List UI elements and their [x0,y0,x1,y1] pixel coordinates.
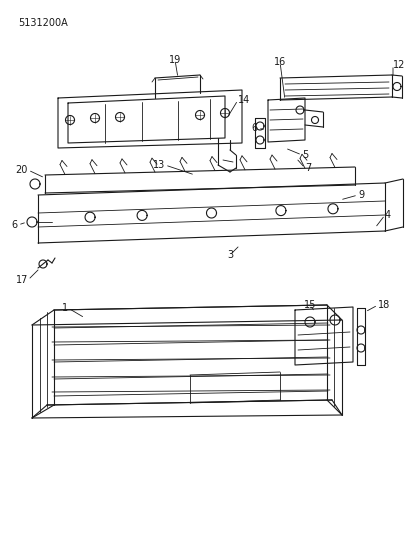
Text: 12: 12 [392,60,405,70]
Text: 1: 1 [62,303,68,313]
Text: 14: 14 [237,95,249,105]
Text: 6: 6 [251,123,257,133]
Text: 15: 15 [303,300,315,310]
Text: 20: 20 [16,165,28,175]
Text: 16: 16 [273,57,285,67]
Text: 7: 7 [304,163,310,173]
Text: 13: 13 [153,160,164,170]
Text: 4: 4 [384,210,390,220]
Text: 5: 5 [301,150,308,160]
Text: 18: 18 [377,300,389,310]
Text: 5131200A: 5131200A [18,18,67,28]
Text: 19: 19 [169,55,181,65]
Text: 6: 6 [12,220,18,230]
Text: 9: 9 [357,190,363,200]
Text: 3: 3 [227,250,232,260]
Text: 17: 17 [16,275,28,285]
